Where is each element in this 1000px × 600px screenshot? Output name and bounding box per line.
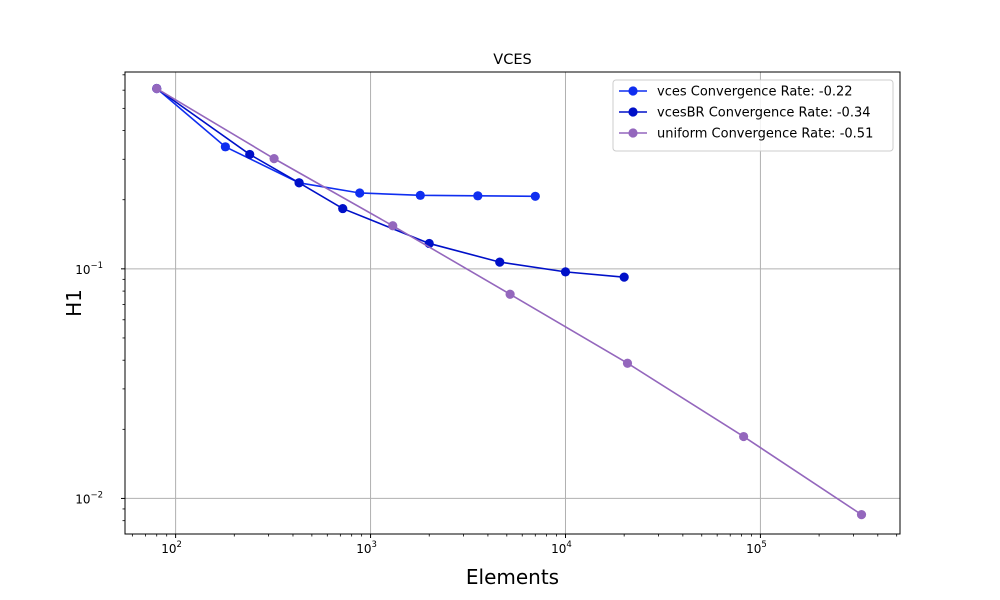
axis-ticks: 102 103 104 105 10−1 10−2 [75,261,767,556]
x-axis-label: Elements [466,565,559,589]
x-tick-label: 102 [161,540,182,556]
data-point [739,431,749,442]
legend-marker [628,128,638,138]
x-tick-label: 104 [551,540,572,556]
data-point [269,154,279,164]
data-point [505,289,515,299]
legend-entry: vces Convergence Rate: -0.22 [619,85,853,100]
data-point [338,203,348,214]
legend-label: vcesBR Convergence Rate: -0.34 [657,106,871,121]
plot-area-frame [124,71,901,535]
legend-box [612,79,894,152]
data-point [388,221,398,231]
data-point [856,510,867,520]
data-point [619,272,629,282]
legend-entry: uniform Convergence Rate: -0.51 [619,127,873,142]
y-axis-label: H1 [62,289,86,317]
x-tick-label: 103 [356,540,377,556]
plot-series [152,83,867,520]
data-point [495,257,505,267]
legend-marker [628,86,638,96]
chart-title: VCES [493,52,531,68]
series-0 [152,83,540,201]
y-tick-label: 10−1 [75,261,103,277]
legend-label: uniform Convergence Rate: -0.51 [657,127,873,142]
y-tick-label: 10−2 [75,490,103,506]
legend-marker [628,107,638,117]
legend: vces Convergence Rate: -0.22 vcesBR Conve… [612,79,894,152]
legend-label: vces Convergence Rate: -0.22 [657,85,853,100]
data-point [245,149,255,160]
data-point [415,190,425,200]
data-point [622,358,633,368]
data-point [355,188,365,198]
x-tick-label: 105 [746,540,767,556]
data-point [560,267,571,277]
series-line [156,87,625,278]
data-point [530,191,540,201]
data-point [294,178,304,188]
series-1 [152,83,629,282]
legend-entry: vcesBR Convergence Rate: -0.34 [619,106,871,121]
data-point [220,142,230,152]
data-point [473,191,483,201]
legend-entries: vces Convergence Rate: -0.22 vcesBR Conve… [619,85,873,142]
series-2 [152,83,867,520]
data-point [152,83,162,94]
